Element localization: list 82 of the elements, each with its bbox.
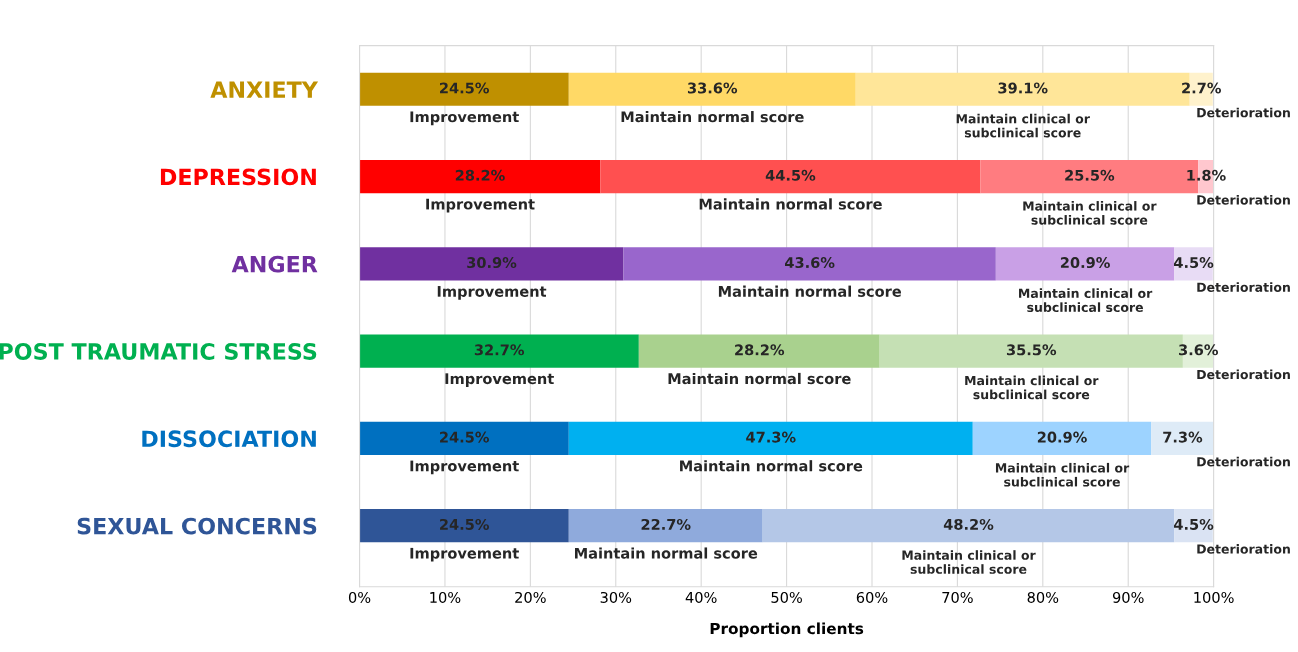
data-label: 2.7% (1182, 82, 1222, 94)
bar (762, 509, 1175, 543)
text: Deterioration (1197, 282, 1290, 292)
y-tick-label: SEXUAL CONCERNS (77, 517, 317, 535)
data-label: 39.1% (998, 82, 1048, 94)
x-tick-label: 90% (1112, 591, 1144, 603)
data-label: 4.5% (1173, 257, 1214, 269)
x-axis-title: Proportion clients (710, 622, 864, 638)
bar (638, 334, 880, 368)
text: Maintain clinical or subclinical score (995, 462, 1130, 487)
x-tick-label: 20% (515, 591, 546, 603)
text: Maintain normal score (575, 547, 758, 559)
data-label: 7.3% (1163, 431, 1203, 443)
data-label: 3.6% (1179, 344, 1219, 356)
x-tick-label: 30% (600, 591, 632, 603)
bar (568, 421, 973, 455)
data-label: 47.3% (746, 431, 796, 443)
text: Maintain clinical or subclinical score (965, 375, 1099, 400)
data-label: 25.5% (1065, 169, 1115, 181)
bar (359, 421, 569, 455)
text: Improvement (410, 111, 519, 126)
bar (623, 247, 996, 281)
text: Deterioration (1197, 107, 1290, 118)
data-label: 28.2% (735, 344, 785, 356)
bar (972, 421, 1152, 455)
text: Maintain clinical or subclinical score (956, 113, 1090, 138)
x-tick-label: 80% (1027, 591, 1059, 603)
data-label: 20.9% (1037, 431, 1087, 443)
text: Improvement (410, 460, 519, 475)
data-label: 20.9% (1060, 257, 1110, 269)
x-tick-label: 40% (685, 591, 717, 603)
x-tick-label: 10% (430, 591, 461, 603)
text: Maintain normal score (699, 198, 882, 210)
data-label: 22.7% (641, 518, 691, 530)
data-label: 35.5% (1006, 344, 1057, 356)
text: Maintain normal score (680, 460, 863, 472)
y-tick-label: ANGER (231, 255, 318, 273)
data-label: 30.9% (467, 257, 517, 269)
series-label: Maintain clinical or subclinical score (1019, 288, 1153, 313)
y-tick-label: POST TRAUMATIC STRESS (0, 343, 317, 360)
text: Maintain normal score (718, 285, 902, 297)
data-label: 4.5% (1173, 518, 1214, 530)
data-label: 24.5% (440, 82, 489, 94)
bar (600, 159, 981, 194)
text: Deterioration (1197, 544, 1290, 554)
text: Maintain clinical or subclinical score (902, 550, 1036, 574)
y-tick-label: DEPRESSION (160, 168, 316, 186)
text: Maintain normal score (621, 111, 804, 123)
text: Improvement (426, 198, 535, 213)
data-label: 43.6% (785, 257, 835, 269)
data-label: 24.5% (440, 431, 489, 443)
data-label: 1.8% (1187, 169, 1226, 181)
data-label: 44.5% (765, 169, 816, 181)
bar (995, 247, 1175, 281)
bar (1151, 421, 1214, 455)
x-tick-label: 50% (771, 591, 802, 603)
text: Improvement (437, 286, 547, 300)
series-label: Improvement (445, 373, 554, 387)
x-tick-label: 60% (856, 591, 888, 603)
bar (359, 334, 639, 368)
data-label: 32.7% (474, 344, 525, 356)
text: Deterioration (1197, 194, 1290, 205)
x-tick-label: 0% (348, 591, 371, 603)
bar (359, 72, 569, 106)
bar (359, 509, 569, 543)
x-tick-label: 100% (1194, 591, 1234, 603)
series-label: Deterioration (1197, 369, 1290, 380)
x-tick-label: 70% (942, 591, 973, 603)
y-tick-label: DISSOCIATION (142, 430, 316, 448)
text: Improvement (410, 547, 519, 562)
y-tick-label: ANXIETY (210, 81, 319, 98)
data-label: 24.5% (440, 518, 489, 530)
data-label: 33.6% (687, 82, 738, 94)
data-label: 48.2% (943, 518, 994, 530)
bar (568, 72, 856, 106)
text: Maintain clinical or subclinical score (1023, 201, 1157, 225)
text: Deterioration (1197, 456, 1290, 467)
bar (359, 159, 601, 194)
series-label: Maintain normal score (668, 372, 851, 385)
data-label: 28.2% (455, 169, 505, 181)
bar (359, 247, 624, 281)
bar (568, 509, 763, 543)
